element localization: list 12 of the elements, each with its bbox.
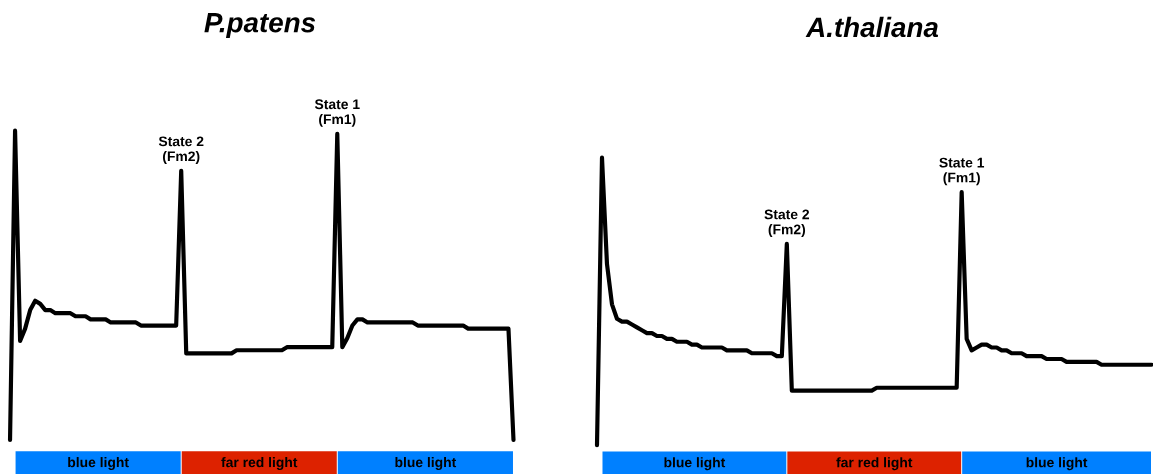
text: blue light <box>68 457 129 471</box>
annotation: State 1 (Fm1) <box>939 157 985 186</box>
text: far red light <box>221 457 298 471</box>
text: blue light <box>1026 457 1088 471</box>
chart-title: P.patens <box>204 13 316 38</box>
text: State 1 (Fm1) <box>314 99 360 127</box>
text: blue light <box>664 457 726 471</box>
chart-title: A.thaliana <box>805 16 939 38</box>
text: far red light <box>836 457 913 471</box>
annotation: State 2 (Fm2) <box>158 136 204 164</box>
annotation: State 2 (Fm2) <box>764 209 810 238</box>
text: blue light <box>395 457 457 471</box>
